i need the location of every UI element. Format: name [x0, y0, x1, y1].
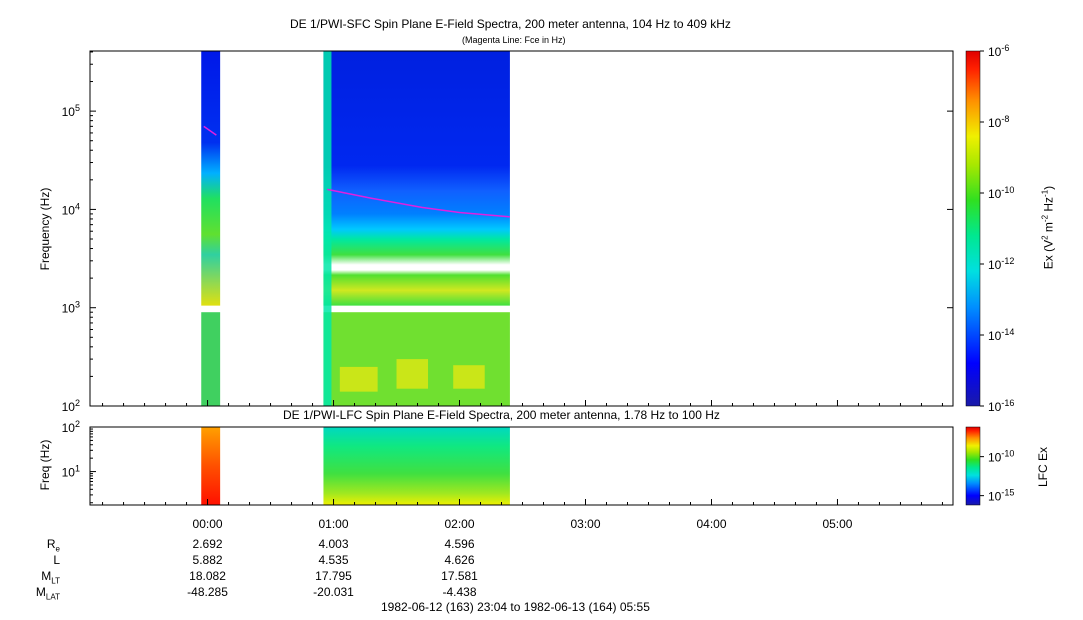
- sfc-low-spectrum-block: [201, 312, 221, 406]
- sfc-y-tick-label: 102: [62, 398, 80, 414]
- ephemeris-value: 5.882: [192, 553, 223, 567]
- lfc-colorbar-tick-label: 10-10: [988, 449, 1014, 465]
- sfc-y-tick-label: 103: [62, 300, 80, 316]
- lfc-colorbar-tick-label: 10-15: [988, 488, 1014, 504]
- ephemeris-value: -48.285: [187, 585, 228, 599]
- sfc-spectrum-block: [323, 51, 510, 306]
- ephemeris-label: MLT: [41, 569, 60, 586]
- colorbar-tick-label: 10-16: [988, 398, 1014, 414]
- lfc-colorbar: [965, 426, 981, 506]
- sfc-intensity-patch: [453, 365, 485, 389]
- x-tick-label: 01:00: [319, 517, 349, 531]
- sfc-y-tick-label: 105: [62, 103, 80, 119]
- ephemeris-value: -20.031: [313, 585, 354, 599]
- fce-line: [327, 188, 510, 218]
- sfc-spectrum-block: [201, 51, 221, 306]
- x-tick-label: 05:00: [822, 517, 852, 531]
- ephemeris-value: 4.626: [444, 553, 475, 567]
- sfc-edge-band: [323, 51, 332, 406]
- colorbar-tick-label: 10-14: [988, 327, 1014, 343]
- lfc-spectrum-block: [201, 427, 221, 505]
- colorbar-tick-label: 10-10: [988, 185, 1014, 201]
- sfc-colorbar: [965, 50, 981, 407]
- ephemeris-value: 4.596: [444, 537, 475, 551]
- ephemeris-value: 17.795: [315, 569, 352, 583]
- sfc-title: DE 1/PWI-SFC Spin Plane E-Field Spectra,…: [290, 17, 731, 31]
- ephemeris-value: 17.581: [441, 569, 478, 583]
- colorbar-tick-label: 10-6: [988, 43, 1009, 59]
- x-tick-label: 00:00: [193, 517, 223, 531]
- sfc-intensity-patch: [339, 366, 378, 392]
- ephemeris-label: MLAT: [35, 585, 60, 602]
- lfc-spectrum-block: [323, 427, 510, 505]
- ephemeris-value: 18.082: [189, 569, 226, 583]
- sfc-intensity-patch: [396, 359, 429, 389]
- x-tick-label: 02:00: [444, 517, 474, 531]
- sfc-subtitle: (Magenta Line: Fce in Hz): [462, 35, 566, 45]
- colorbar-tick-label: 10-8: [988, 114, 1009, 130]
- sfc-y-tick-label: 104: [62, 201, 80, 217]
- ephemeris-value: 4.003: [318, 537, 349, 551]
- lfc-plot-frame: [89, 426, 954, 506]
- time-range: 1982-06-12 (163) 23:04 to 1982-06-13 (16…: [381, 600, 650, 614]
- ephemeris-value: 2.692: [192, 537, 223, 551]
- ephemeris-value: 4.535: [318, 553, 349, 567]
- colorbar-tick-label: 10-12: [988, 256, 1014, 272]
- ephemeris-label: Re: [46, 537, 60, 554]
- x-tick-label: 04:00: [696, 517, 726, 531]
- sfc-plot-frame: [89, 50, 954, 407]
- ephemeris-value: -4.438: [442, 585, 477, 599]
- lfc-y-tick-label: 102: [62, 419, 80, 435]
- ephemeris-label: L: [53, 553, 60, 567]
- fce-line: [203, 125, 217, 136]
- lfc-y-tick-label: 101: [62, 464, 80, 480]
- x-tick-label: 03:00: [570, 517, 600, 531]
- lfc-title: DE 1/PWI-LFC Spin Plane E-Field Spectra,…: [283, 408, 720, 422]
